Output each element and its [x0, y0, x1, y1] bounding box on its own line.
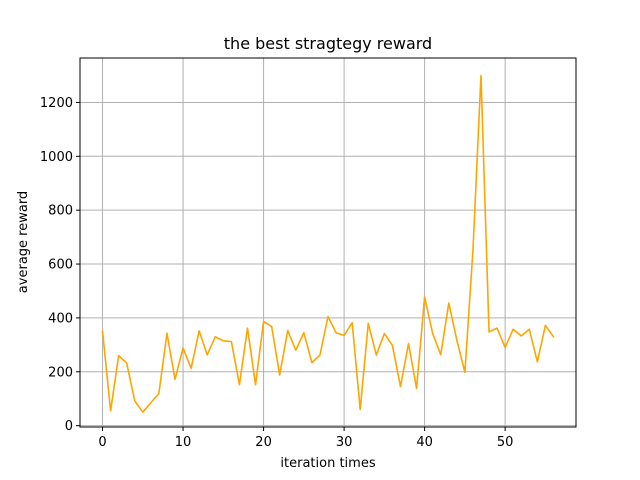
y-tick-label: 800	[48, 204, 73, 219]
x-tick-label: 10	[175, 435, 192, 450]
series-layer	[101, 74, 555, 413]
x-tick-label: 30	[336, 435, 353, 450]
series-line	[101, 74, 555, 413]
x-tick-label: 40	[416, 435, 433, 450]
grid-layer	[80, 58, 576, 427]
y-axis-label: average reward	[16, 191, 31, 293]
y-tick-label: 0	[65, 419, 73, 434]
y-tick-label: 600	[48, 258, 73, 273]
tick-layer: 0 10 20 30 40 50 0 200 400 600 800 1000 1200	[40, 96, 514, 450]
x-tick-label: 0	[98, 435, 106, 450]
x-axis-label: iteration times	[280, 456, 375, 471]
x-tick-label: 20	[255, 435, 272, 450]
y-tick-label: 1200	[40, 96, 73, 111]
y-tick-label: 200	[48, 365, 73, 380]
x-tick-label: 50	[497, 435, 514, 450]
y-tick-label: 1000	[40, 150, 73, 165]
y-tick-label: 400	[48, 311, 73, 326]
chart-title: the best stragtegy reward	[224, 34, 432, 53]
plot-frame	[79, 57, 577, 428]
